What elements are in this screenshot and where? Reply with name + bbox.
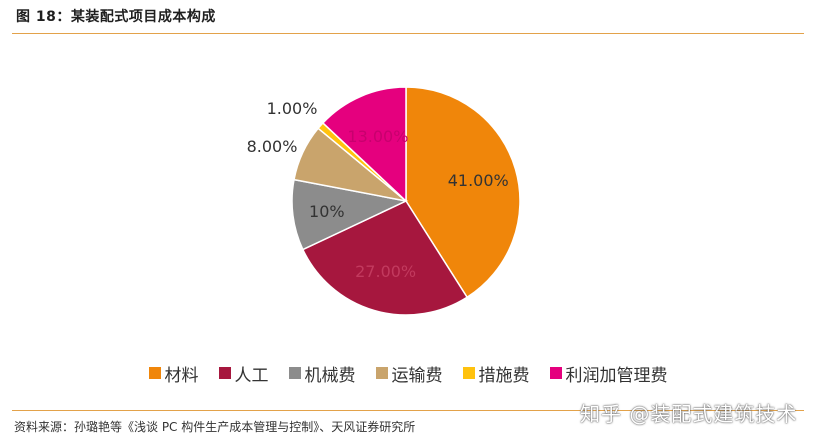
pie-slice-1 — [301, 200, 469, 316]
slice-label-0: 41.00% — [448, 171, 509, 190]
legend-label: 措施费 — [478, 365, 530, 386]
legend-swatch — [549, 367, 562, 379]
legend-item-2: 机械费 — [288, 361, 356, 386]
legend-item-0: 材料 — [148, 361, 199, 386]
legend-label: 机械费 — [304, 365, 356, 386]
chart-legend: 材料 人工 机械费 运输费 措施费 利润加管理费 — [0, 360, 816, 386]
slice-label-5: 13.00% — [347, 127, 408, 146]
pie-slice-5 — [321, 86, 407, 203]
watermark: 知乎 @装配式建筑技术 — [580, 402, 798, 426]
legend-item-4: 措施费 — [462, 361, 530, 386]
legend-label: 人工 — [234, 365, 269, 386]
legend-label: 材料 — [164, 365, 199, 386]
source-note: 资料来源：孙璐艳等《浅谈 PC 构件生产成本管理与控制》、天风证券研究所 — [14, 420, 416, 434]
legend-label: 运输费 — [391, 365, 443, 386]
slice-label-2: 10% — [309, 202, 345, 221]
legend-item-3: 运输费 — [375, 361, 443, 386]
slice-label-1: 27.00% — [355, 262, 416, 281]
title-divider — [12, 33, 804, 34]
pie-slice-2 — [291, 178, 409, 251]
legend-swatch — [148, 367, 161, 379]
slice-label-4: 1.00% — [267, 99, 318, 118]
legend-item-5: 利润加管理费 — [549, 361, 668, 386]
legend-swatch — [375, 367, 388, 379]
legend-swatch — [462, 367, 475, 379]
legend-swatch — [218, 367, 231, 379]
footer-divider — [12, 410, 804, 411]
figure-title: 图 18：某装配式项目成本构成 — [16, 9, 216, 25]
legend-label: 利润加管理费 — [565, 365, 668, 386]
legend-item-1: 人工 — [218, 361, 269, 386]
legend-swatch — [288, 367, 301, 379]
slice-label-3: 8.00% — [247, 137, 298, 156]
